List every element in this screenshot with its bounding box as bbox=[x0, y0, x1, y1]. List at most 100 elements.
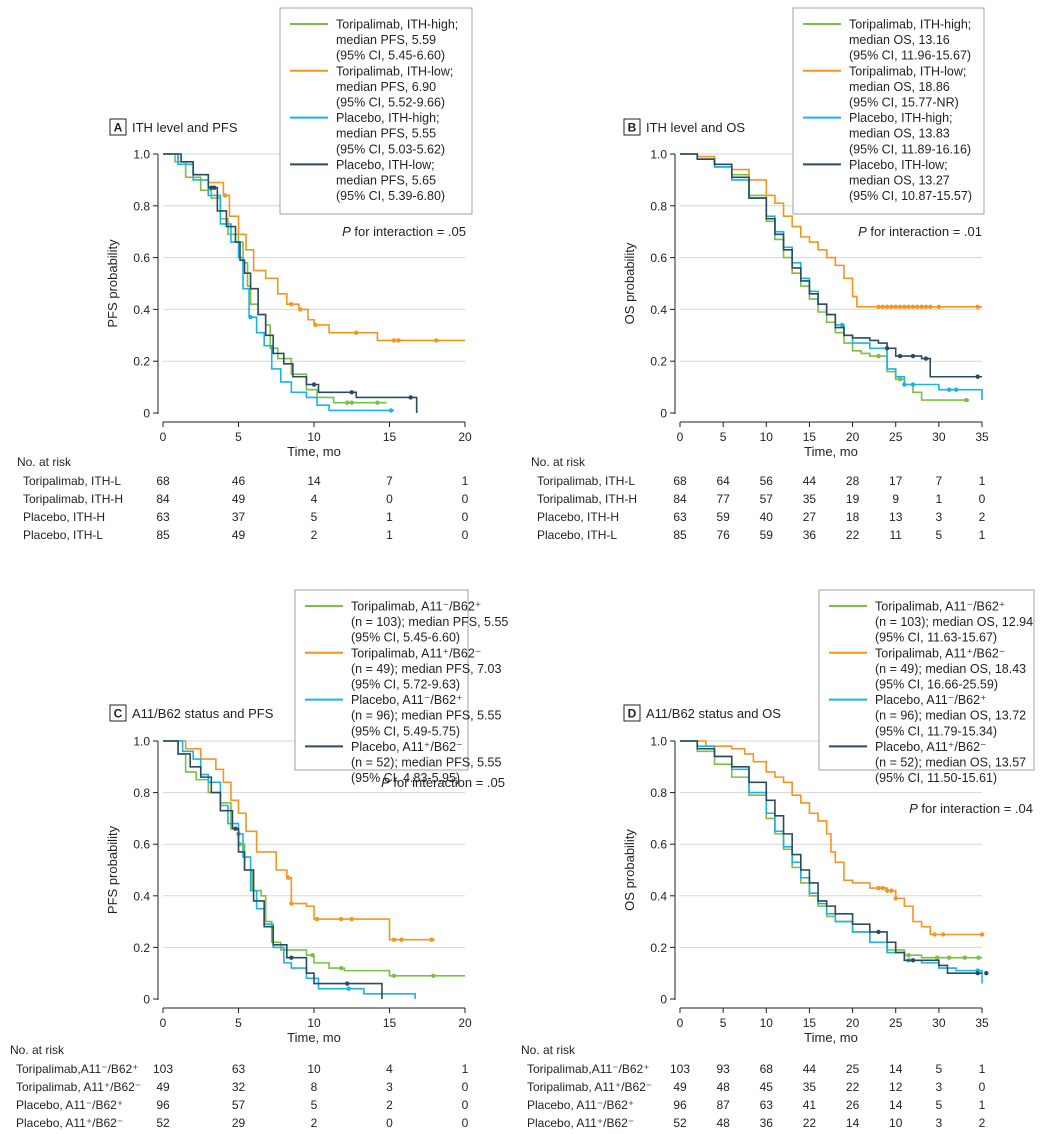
risk-value: 49 bbox=[232, 492, 246, 506]
panel-letter: B bbox=[628, 121, 637, 135]
km-curve-4 bbox=[680, 153, 982, 378]
y-tick-label: 0.4 bbox=[650, 889, 667, 903]
legend-text: (n = 96); median OS, 13.72 bbox=[875, 709, 1026, 723]
censor-mark bbox=[212, 185, 217, 190]
y-tick-label: 0.2 bbox=[133, 355, 150, 369]
censor-mark bbox=[884, 304, 890, 310]
legend-text: Toripalimab, A11⁻/B62⁺ bbox=[351, 600, 481, 614]
risk-value: 35 bbox=[803, 1080, 817, 1094]
censor-mark bbox=[289, 955, 294, 960]
legend-text: median PFS, 5.65 bbox=[336, 174, 436, 188]
risk-value: 22 bbox=[846, 1080, 860, 1094]
x-tick-label: 30 bbox=[932, 1016, 946, 1030]
legend-text: (95% CI, 5.45-6.60) bbox=[336, 49, 445, 63]
censor-mark bbox=[314, 916, 320, 922]
risk-value: 2 bbox=[979, 510, 986, 524]
legend-text: (95% CI, 16.66-25.59) bbox=[875, 678, 998, 692]
risk-value: 28 bbox=[846, 474, 860, 488]
risk-value: 1 bbox=[462, 474, 469, 488]
censor-mark bbox=[947, 955, 952, 960]
y-tick-label: 0 bbox=[660, 993, 667, 1007]
x-tick-label: 5 bbox=[720, 1016, 727, 1030]
legend-text: (n = 103); median OS, 12.94 bbox=[875, 615, 1033, 629]
x-tick-label: 35 bbox=[975, 430, 989, 444]
x-tick-label: 30 bbox=[932, 430, 946, 444]
y-tick-label: 0 bbox=[143, 993, 150, 1007]
risk-value: 1 bbox=[979, 474, 986, 488]
censor-mark bbox=[286, 875, 291, 880]
legend-text: Placebo, ITH-low; bbox=[849, 158, 948, 172]
legend-text: Placebo, A11⁻/B62⁺ bbox=[875, 693, 987, 707]
km-curve-1 bbox=[163, 153, 387, 404]
legend-text: Toripalimab, A11⁺/B62⁻ bbox=[351, 646, 481, 660]
x-tick-label: 5 bbox=[235, 430, 242, 444]
risk-value: 3 bbox=[936, 1116, 943, 1130]
censor-mark bbox=[388, 408, 394, 413]
legend-text: (n = 96); median PFS, 5.55 bbox=[351, 709, 501, 723]
panel-title: ITH level and OS bbox=[646, 120, 745, 135]
legend-text: (95% CI, 15.77-NR) bbox=[849, 96, 959, 110]
risk-header: No. at risk bbox=[531, 455, 586, 469]
legend-text: Toripalimab, ITH-low; bbox=[849, 64, 966, 78]
censor-mark bbox=[396, 338, 401, 343]
risk-value: 49 bbox=[232, 528, 246, 542]
km-curve-3 bbox=[163, 740, 416, 999]
risk-value: 2 bbox=[311, 1116, 318, 1130]
risk-value: 11 bbox=[889, 528, 902, 542]
risk-value: 5 bbox=[936, 528, 943, 542]
risk-value: 0 bbox=[386, 1116, 393, 1130]
risk-row-label: Toripalimab, ITH-L bbox=[537, 474, 635, 488]
censor-mark bbox=[953, 387, 959, 392]
censor-mark bbox=[976, 955, 981, 960]
y-tick-label: 0 bbox=[660, 407, 667, 421]
censor-mark bbox=[906, 952, 911, 958]
risk-value: 0 bbox=[462, 528, 469, 542]
risk-value: 10 bbox=[889, 1116, 903, 1130]
risk-value: 3 bbox=[936, 1080, 943, 1094]
risk-value: 37 bbox=[232, 510, 246, 524]
risk-value: 13 bbox=[889, 510, 903, 524]
p-interaction: P for interaction = .05 bbox=[342, 224, 466, 239]
risk-header: No. at risk bbox=[521, 1043, 576, 1057]
risk-value: 41 bbox=[803, 1098, 817, 1112]
panel-c: C A11/B62 status and PFS 0 0.2 0.4 0.6 0.8 1.0 0… bbox=[10, 589, 508, 1130]
y-tick-label: 0.8 bbox=[650, 199, 667, 213]
censor-mark bbox=[910, 958, 916, 963]
y-tick-label: 1.0 bbox=[133, 148, 150, 162]
risk-row-label: Toripalimab, A11⁺/B62⁻ bbox=[527, 1080, 652, 1094]
risk-value: 32 bbox=[232, 1080, 246, 1094]
y-tick-label: 1.0 bbox=[133, 735, 150, 749]
legend-text: (95% CI, 11.63-15.67) bbox=[875, 631, 997, 645]
risk-value: 8 bbox=[311, 1080, 318, 1094]
legend-text: (95% CI, 11.79-15.34) bbox=[875, 724, 997, 738]
legend-box bbox=[294, 589, 469, 771]
censor-mark bbox=[919, 304, 924, 310]
y-tick-label: 0.6 bbox=[650, 251, 667, 265]
risk-value: 68 bbox=[156, 474, 170, 488]
risk-value: 85 bbox=[156, 528, 170, 542]
risk-row-label: Toripalimab, ITH-H bbox=[23, 492, 123, 506]
panel-letter-box bbox=[623, 704, 641, 722]
censor-mark bbox=[434, 338, 439, 343]
risk-value: 0 bbox=[462, 510, 469, 524]
censor-mark bbox=[349, 390, 354, 395]
risk-value: 40 bbox=[760, 510, 774, 524]
censor-mark bbox=[910, 382, 916, 387]
risk-value: 63 bbox=[232, 1062, 246, 1076]
risk-row-label: Toripalimab,A11⁻/B62⁺ bbox=[16, 1062, 139, 1076]
censor-mark bbox=[391, 937, 397, 942]
censor-mark bbox=[906, 304, 911, 310]
x-tick-label: 0 bbox=[160, 430, 167, 444]
legend-text: median PFS, 5.55 bbox=[336, 127, 436, 141]
y-tick-label: 1.0 bbox=[650, 735, 667, 749]
risk-row-label: Placebo, A11⁻/B62⁺ bbox=[527, 1098, 634, 1112]
risk-value: 57 bbox=[760, 492, 774, 506]
risk-value: 14 bbox=[307, 474, 321, 488]
legend-text: (95% CI, 11.50-15.61) bbox=[875, 771, 997, 785]
risk-row-label: Placebo, ITH-H bbox=[537, 510, 619, 524]
km-curve-1 bbox=[163, 740, 465, 977]
risk-value: 49 bbox=[156, 1080, 170, 1094]
risk-value: 4 bbox=[311, 492, 318, 506]
y-tick-label: 0.8 bbox=[650, 786, 667, 800]
x-tick-label: 15 bbox=[803, 1016, 817, 1030]
